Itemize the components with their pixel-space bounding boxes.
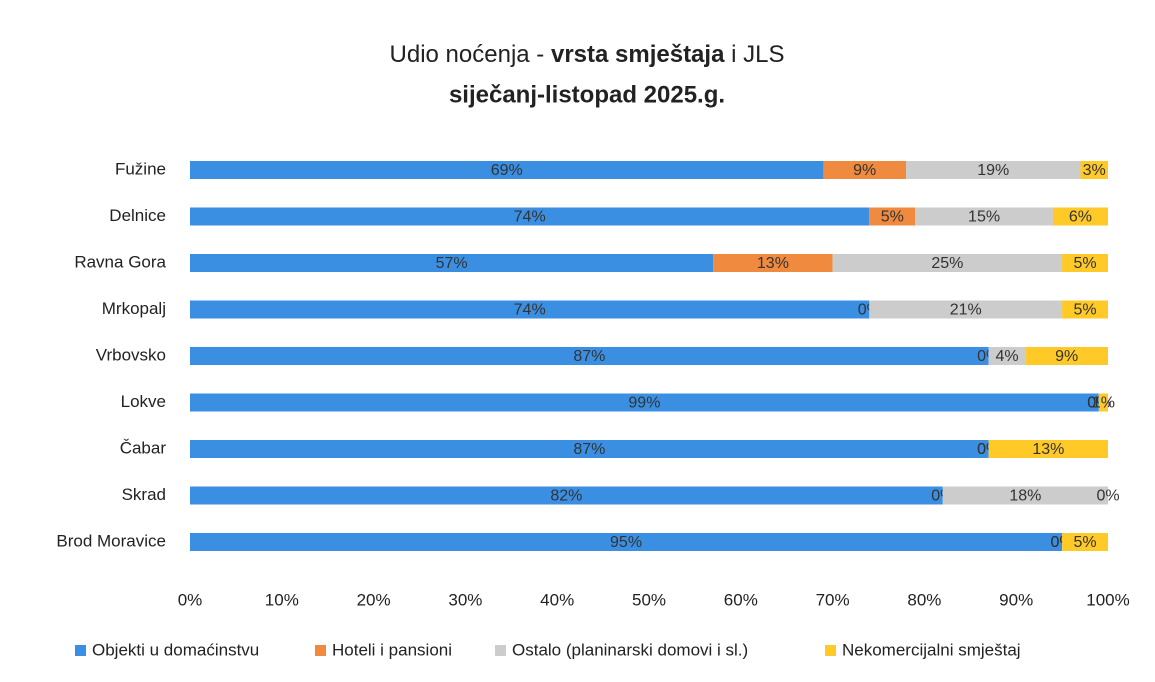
bar-segment <box>1052 207 1108 226</box>
bar-segment <box>190 300 870 319</box>
title-part: i JLS <box>724 41 784 68</box>
data-label: 0% <box>1096 488 1119 505</box>
bar-segment <box>988 440 1108 458</box>
data-label: 9% <box>853 162 876 179</box>
x-tick-label: 100% <box>1086 590 1129 609</box>
bar-segment <box>190 207 870 226</box>
bar-segment <box>190 486 943 505</box>
data-label: 57% <box>436 255 468 272</box>
x-tick-label: 10% <box>265 590 299 609</box>
data-label: 4% <box>995 348 1018 365</box>
data-label: 1% <box>1092 395 1115 412</box>
data-label: 5% <box>881 209 904 226</box>
y-tick-label: Skrad <box>122 485 166 504</box>
bar-segment <box>1062 533 1108 551</box>
bar-segment <box>190 440 989 458</box>
data-label: 9% <box>1055 348 1078 365</box>
y-tick-label: Ravna Gora <box>74 252 166 271</box>
data-label: 74% <box>514 302 546 319</box>
data-label: 74% <box>514 209 546 226</box>
bar-segment <box>190 254 714 272</box>
chart-title: Udio noćenja - vrsta smještaja i JLS <box>390 41 785 68</box>
bar-segment <box>823 161 907 179</box>
data-label: 18% <box>1009 488 1041 505</box>
x-tick-label: 30% <box>448 590 482 609</box>
legend-swatch <box>495 645 506 656</box>
data-label: 13% <box>1032 441 1064 458</box>
bar-segment <box>1098 393 1108 412</box>
data-label: 99% <box>628 395 660 412</box>
legend-label: Nekomercijalni smještaj <box>842 640 1021 659</box>
y-tick-label: Fužine <box>115 159 166 178</box>
legend-swatch <box>315 645 326 656</box>
bar-segment <box>869 207 916 226</box>
data-label: 19% <box>977 162 1009 179</box>
data-label: 87% <box>573 348 605 365</box>
y-tick-label: Čabar <box>120 438 167 457</box>
x-tick-label: 0% <box>178 590 203 609</box>
legend-swatch <box>75 645 86 656</box>
chart-subtitle: siječanj-listopad 2025.g. <box>449 81 725 108</box>
bar-segment <box>915 207 1053 226</box>
data-label: 3% <box>1083 162 1106 179</box>
bar-segment <box>869 300 1063 319</box>
data-label: 15% <box>968 209 1000 226</box>
data-label: 25% <box>931 255 963 272</box>
legend-label: Hoteli i pansioni <box>332 640 452 659</box>
bar-segment <box>942 486 1108 505</box>
bar-segment <box>1062 300 1108 319</box>
bar-segment <box>190 533 1063 551</box>
data-label: 82% <box>550 488 582 505</box>
data-label: 6% <box>1069 209 1092 226</box>
bar-segment <box>190 347 989 365</box>
data-label: 5% <box>1073 534 1096 551</box>
x-tick-label: 50% <box>632 590 666 609</box>
bar-segment <box>906 161 1081 179</box>
data-label: 5% <box>1073 302 1096 319</box>
title-part: Udio noćenja - <box>390 41 551 68</box>
data-label: 5% <box>1073 255 1096 272</box>
legend-swatch <box>825 645 836 656</box>
bar-segment <box>1080 161 1108 179</box>
data-label: 13% <box>757 255 789 272</box>
data-label: 21% <box>950 302 982 319</box>
data-label: 69% <box>491 162 523 179</box>
bar-segment <box>713 254 833 272</box>
x-tick-label: 90% <box>999 590 1033 609</box>
bar-segment <box>190 161 824 179</box>
data-label: 87% <box>573 441 605 458</box>
y-tick-label: Delnice <box>109 206 166 225</box>
x-tick-label: 60% <box>724 590 758 609</box>
y-tick-label: Lokve <box>121 392 166 411</box>
bar-segment <box>190 393 1099 412</box>
x-tick-label: 70% <box>816 590 850 609</box>
legend-label: Objekti u domaćinstvu <box>92 640 259 659</box>
x-tick-label: 20% <box>357 590 391 609</box>
y-tick-label: Mrkopalj <box>102 299 166 318</box>
bar-segment <box>832 254 1063 272</box>
legend-label: Ostalo (planinarski domovi i sl.) <box>512 640 748 659</box>
bar-segment <box>988 347 1026 365</box>
y-tick-label: Vrbovsko <box>96 345 166 364</box>
y-tick-label: Brod Moravice <box>56 531 166 550</box>
x-tick-label: 80% <box>907 590 941 609</box>
bar-segment <box>1062 254 1108 272</box>
bar-segment <box>1025 347 1108 365</box>
title-part: vrsta smještaja <box>551 41 725 68</box>
data-label: 95% <box>610 534 642 551</box>
x-tick-label: 40% <box>540 590 574 609</box>
